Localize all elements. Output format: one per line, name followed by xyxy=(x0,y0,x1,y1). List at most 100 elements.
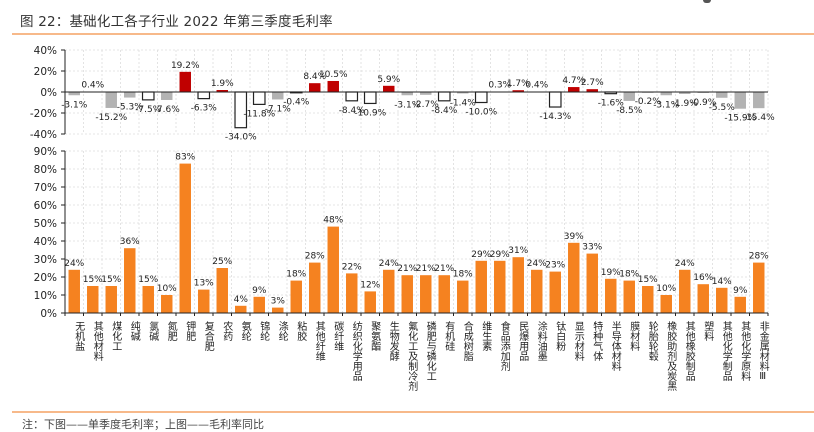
data-label: 0.4% xyxy=(81,81,104,91)
bar xyxy=(216,90,228,92)
bar xyxy=(679,269,691,313)
data-label: -7.6% xyxy=(154,105,181,115)
data-label: -5.3% xyxy=(117,103,144,113)
category-label: 聚氨酯 xyxy=(369,321,381,351)
y-tick-label: 90% xyxy=(34,146,57,158)
data-label: 29% xyxy=(471,250,491,260)
data-label: -0.2% xyxy=(635,97,662,107)
y-tick-label: 70% xyxy=(34,182,57,194)
category-label: 氯碱 xyxy=(147,320,159,342)
data-label: 48% xyxy=(323,216,343,226)
category-label: 锦纶 xyxy=(258,320,270,341)
category-label: 食品添加剂 xyxy=(498,320,510,372)
data-label: 10% xyxy=(157,284,177,294)
category-label: 煤化工 xyxy=(110,320,122,351)
data-label: 0.4% xyxy=(525,81,548,91)
data-label: 10% xyxy=(656,284,676,294)
category-label: 其他化学原料 xyxy=(739,321,751,382)
y-tick-label: 20% xyxy=(34,272,57,284)
data-label: 21% xyxy=(397,264,417,274)
bar xyxy=(623,92,635,101)
category-label: 有机硅 xyxy=(443,320,455,351)
bar xyxy=(623,280,635,313)
data-label: 15% xyxy=(101,275,121,285)
category-label: 其他化学制品 xyxy=(720,321,732,382)
data-label: 18% xyxy=(453,270,473,280)
category-label: 纯碱 xyxy=(128,320,140,342)
data-label: 18% xyxy=(619,270,639,280)
bar xyxy=(586,89,598,92)
data-label: 9% xyxy=(733,286,748,296)
category-label: 维生素 xyxy=(480,320,492,351)
margin-chart: 90%80%70%60%50%40%30%20%10%0%24%15%15%36… xyxy=(34,146,770,392)
y-tick-label: 50% xyxy=(34,218,57,230)
bar xyxy=(327,226,339,313)
data-label: 28% xyxy=(749,252,769,262)
bar xyxy=(568,242,580,313)
category-label: 显示材料 xyxy=(572,321,584,362)
y-tick-label: 40% xyxy=(34,45,57,57)
data-label: 15% xyxy=(138,275,158,285)
data-label: 19% xyxy=(601,268,621,278)
bar xyxy=(548,91,562,108)
category-label: 合成树脂 xyxy=(461,320,473,362)
category-label: 生物发酵 xyxy=(387,320,399,361)
data-label: 24% xyxy=(527,259,547,269)
bar xyxy=(87,286,99,313)
data-label: 23% xyxy=(545,261,565,271)
data-label: 14% xyxy=(712,277,732,287)
bar xyxy=(105,286,117,313)
data-label: -3.1% xyxy=(394,100,421,110)
category-label: 其他材料 xyxy=(91,321,103,362)
y-tick-label: 30% xyxy=(34,254,57,266)
bar xyxy=(437,91,451,102)
data-label: 21% xyxy=(434,264,454,274)
category-label: 碳纤维 xyxy=(332,320,344,351)
data-label: -11.8% xyxy=(243,109,275,119)
data-label: 15% xyxy=(638,275,658,285)
bar xyxy=(272,307,284,313)
bar xyxy=(753,262,765,313)
data-label: -2.7% xyxy=(413,100,440,110)
category-label: 氟化工及制冷剂 xyxy=(406,320,418,392)
bar xyxy=(679,92,691,94)
y-tick-label: -40% xyxy=(30,129,57,141)
bar xyxy=(549,271,561,313)
data-label: 1.9% xyxy=(211,79,234,89)
bar xyxy=(474,91,488,104)
data-label: -15.2% xyxy=(95,113,127,123)
data-label: 10.5% xyxy=(319,70,348,80)
y-tick-label: 60% xyxy=(34,200,57,212)
bar xyxy=(383,85,395,92)
category-label: 其他橡胶制品 xyxy=(683,321,695,382)
bar xyxy=(363,91,377,105)
bar xyxy=(401,92,413,96)
data-label: 83% xyxy=(175,153,195,163)
bar xyxy=(734,296,746,313)
bar xyxy=(660,92,672,96)
data-label: -8.4% xyxy=(431,106,458,116)
corner-mark xyxy=(703,0,711,3)
data-label: -3.1% xyxy=(653,100,680,110)
bar xyxy=(383,269,395,313)
data-label: 4% xyxy=(234,295,249,305)
y-tick-label: 40% xyxy=(34,236,57,248)
bar xyxy=(716,92,728,98)
data-label: 5.9% xyxy=(377,75,400,85)
y-tick-label: 80% xyxy=(34,164,57,176)
bar xyxy=(68,92,80,96)
data-label: -8.4% xyxy=(339,106,366,116)
data-label: -1.9% xyxy=(672,99,699,109)
category-label: 其他纤维 xyxy=(313,321,325,361)
bar xyxy=(531,269,543,313)
bar xyxy=(457,280,469,313)
data-label: 8.4% xyxy=(303,72,326,82)
y-tick-label: 20% xyxy=(34,66,57,78)
bar xyxy=(568,87,580,92)
category-label: 涤纶 xyxy=(276,320,288,341)
bar xyxy=(660,295,672,313)
data-label: 4.7% xyxy=(562,76,585,86)
bar xyxy=(197,91,211,100)
data-label: 39% xyxy=(564,232,584,242)
bar xyxy=(235,305,247,313)
